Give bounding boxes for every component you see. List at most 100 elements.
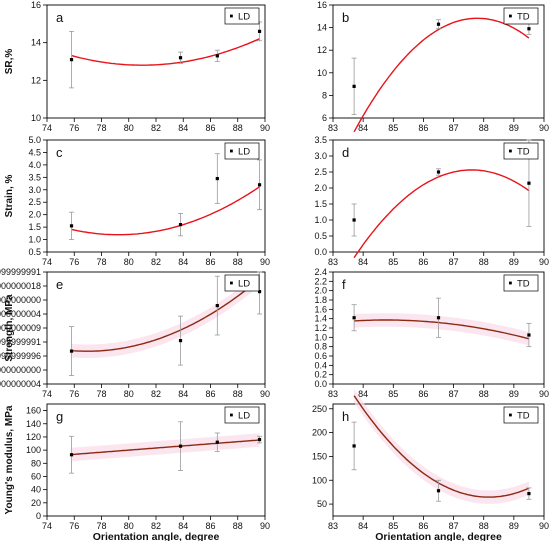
legend-label: LD bbox=[238, 12, 250, 23]
x-tick-label: 89 bbox=[509, 257, 519, 267]
y-tick-label: 2.0 bbox=[314, 183, 327, 193]
data-point bbox=[527, 333, 531, 337]
y-tick-label: 1.8 bbox=[314, 295, 327, 305]
chart-panel-b: 83 84 85 86 87 88 89 90 6 8 10 12 14 16 b TD bbox=[317, 0, 549, 133]
x-tick-label: 76 bbox=[69, 389, 79, 399]
y-axis-label: SR,% bbox=[4, 49, 15, 75]
x-tick-label: 78 bbox=[96, 389, 106, 399]
y-tick-label: 200 bbox=[312, 428, 327, 438]
x-tick-label: 78 bbox=[96, 521, 106, 531]
x-tick-label: 85 bbox=[388, 521, 398, 531]
chart-panel-e: 74 76 78 80 82 84 86 88 90 0.80000000000000004 1.0… bbox=[0, 267, 270, 399]
data-point bbox=[257, 437, 262, 442]
data-point bbox=[527, 27, 531, 31]
x-tick-label: 88 bbox=[233, 257, 243, 267]
y-tick-label: 1.0 bbox=[314, 215, 327, 225]
fit-curve bbox=[353, 395, 530, 498]
x-tick-label: 85 bbox=[388, 389, 398, 399]
y-tick-label: 3.0 bbox=[28, 185, 41, 195]
y-tick-label: 2.0 bbox=[314, 286, 327, 296]
data-point bbox=[69, 58, 74, 62]
data-point bbox=[69, 224, 74, 228]
x-tick-label: 87 bbox=[449, 257, 459, 267]
data-point bbox=[215, 176, 219, 181]
data-point bbox=[352, 444, 356, 448]
chart-panel-f: 83 84 85 86 87 88 89 90 0.00.20.40.60.81.01.21.4… bbox=[314, 267, 549, 399]
legend-box bbox=[224, 406, 260, 424]
data-point bbox=[436, 170, 441, 174]
legend-box bbox=[224, 274, 260, 292]
x-tick-label: 89 bbox=[509, 521, 519, 531]
y-axis-label: Strength, MPa bbox=[4, 294, 15, 362]
y-tick-label: 3.0 bbox=[314, 151, 327, 161]
data-point bbox=[215, 304, 219, 308]
fit-curve bbox=[71, 278, 260, 352]
plot-frame bbox=[332, 4, 545, 119]
fit-curve bbox=[71, 439, 260, 456]
x-axis-label: Orientation angle, degree bbox=[93, 531, 220, 541]
x-tick-label: 78 bbox=[96, 123, 106, 133]
data-point bbox=[436, 316, 441, 320]
y-tick-label: 4.5 bbox=[28, 147, 41, 157]
x-tick-label: 86 bbox=[205, 123, 215, 133]
y-tick-label: 60 bbox=[31, 471, 41, 481]
x-tick-label: 86 bbox=[418, 257, 428, 267]
x-tick-label: 80 bbox=[124, 521, 134, 531]
y-tick-label: 5.0 bbox=[28, 135, 41, 145]
legend-marker bbox=[509, 14, 512, 18]
confidence-band bbox=[354, 388, 529, 504]
legend-label: TD bbox=[517, 279, 530, 290]
y-tick-label: 140 bbox=[26, 419, 41, 429]
x-tick-label: 74 bbox=[42, 257, 52, 267]
data-point bbox=[215, 54, 219, 58]
fit-curve bbox=[353, 169, 530, 259]
x-tick-label: 89 bbox=[509, 389, 519, 399]
y-tick-label: 1.0 bbox=[28, 235, 41, 245]
x-tick-label: 90 bbox=[539, 389, 549, 399]
y-tick-label: 0.0 bbox=[314, 247, 327, 257]
x-tick-label: 83 bbox=[328, 389, 338, 399]
panel-label: f bbox=[342, 277, 346, 292]
data-point bbox=[178, 223, 183, 227]
y-tick-label: 0.2 bbox=[314, 370, 327, 380]
y-axis-label: Strain, % bbox=[4, 175, 15, 218]
y-tick-label: 10 bbox=[31, 113, 41, 123]
x-tick-label: 80 bbox=[124, 257, 134, 267]
y-tick-label: 12 bbox=[31, 75, 41, 85]
x-tick-label: 85 bbox=[388, 123, 398, 133]
x-tick-label: 86 bbox=[418, 389, 428, 399]
data-point bbox=[178, 56, 183, 60]
x-tick-label: 90 bbox=[260, 521, 270, 531]
y-tick-label: 2.00000000000000000 bbox=[0, 295, 41, 305]
x-tick-label: 84 bbox=[178, 521, 188, 531]
legend-marker bbox=[509, 281, 512, 285]
x-tick-label: 86 bbox=[418, 521, 428, 531]
panel-label: b bbox=[342, 10, 349, 25]
y-tick-label: 3.5 bbox=[314, 135, 327, 145]
data-point bbox=[257, 29, 262, 33]
x-tick-label: 90 bbox=[260, 123, 270, 133]
x-tick-label: 88 bbox=[233, 123, 243, 133]
data-point bbox=[178, 339, 183, 343]
y-tick-label: 1.39999999999999991 bbox=[0, 337, 41, 347]
x-tick-label: 74 bbox=[42, 389, 52, 399]
y-tick-label: 0.5 bbox=[28, 247, 41, 257]
x-tick-label: 90 bbox=[539, 521, 549, 531]
y-tick-label: 2.20000000000000018 bbox=[0, 281, 41, 291]
y-tick-label: 80 bbox=[31, 458, 41, 468]
data-point bbox=[69, 453, 74, 457]
x-tick-label: 86 bbox=[205, 257, 215, 267]
x-tick-label: 84 bbox=[178, 389, 188, 399]
y-tick-label: 100 bbox=[312, 475, 327, 485]
y-tick-label: 4.0 bbox=[28, 160, 41, 170]
x-tick-label: 74 bbox=[42, 123, 52, 133]
chart-panel-h: 83 84 85 86 87 88 89 90 50 100 150 200 250 Orientatio… bbox=[312, 388, 549, 541]
data-point bbox=[527, 492, 531, 496]
legend-box bbox=[503, 274, 539, 292]
chart-panel-c: 74 76 78 80 82 84 86 88 90 0.5 1.0 1.5 2.0 2.5 3.0 3.5 4… bbox=[4, 135, 270, 267]
fit-curve bbox=[354, 319, 530, 340]
y-tick-label: 0.6 bbox=[314, 351, 327, 361]
x-tick-label: 90 bbox=[539, 123, 549, 133]
y-tick-label: 20 bbox=[31, 498, 41, 508]
x-tick-label: 86 bbox=[205, 521, 215, 531]
